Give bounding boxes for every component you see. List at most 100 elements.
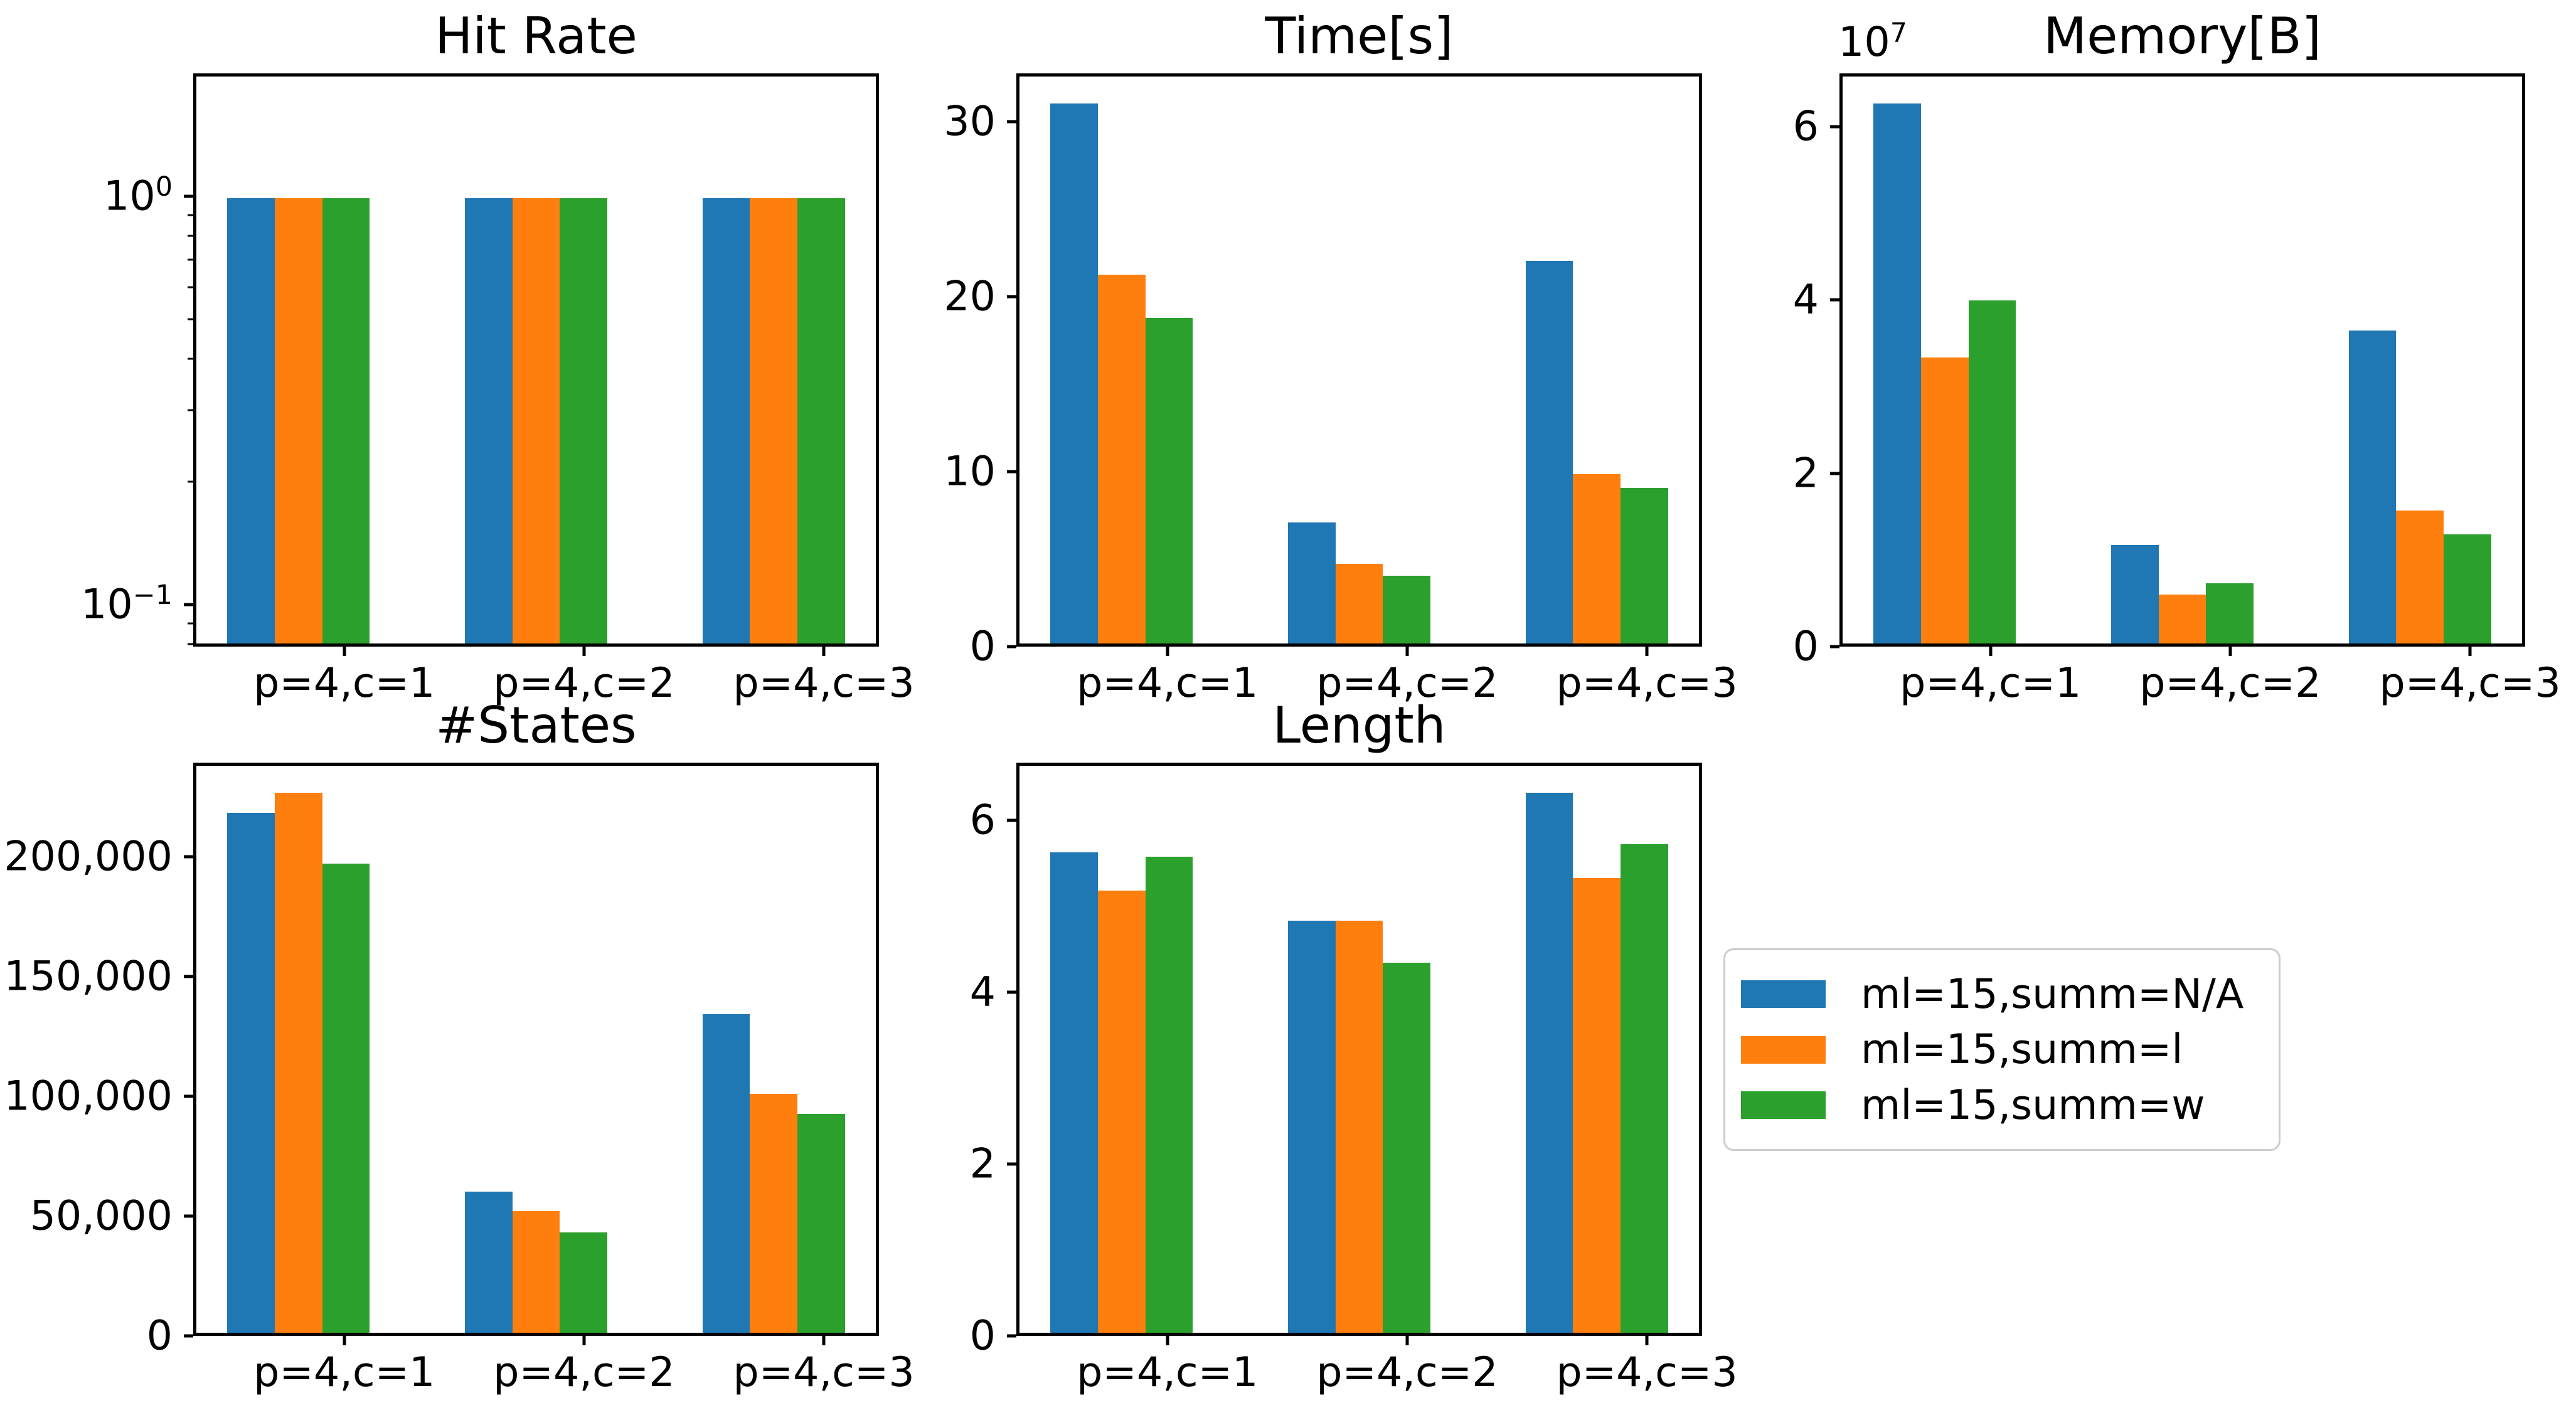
y-tick-label: 20: [944, 273, 996, 320]
x-tick-label: p=4,c=3: [733, 660, 915, 707]
chart-title-length: Length: [1272, 696, 1446, 754]
y-tick-label: 30: [944, 98, 996, 146]
bar-length-orange: [1573, 877, 1621, 1333]
bar-states-blue: [227, 813, 275, 1333]
legend-label: ml=15,summ=w: [1861, 1081, 2205, 1129]
y-tick: [184, 855, 193, 859]
axes-length: [1016, 763, 1702, 1336]
y-tick: [184, 603, 193, 606]
bar-memory-orange: [2396, 511, 2444, 643]
bar-states-green: [322, 864, 370, 1333]
x-tick: [343, 647, 346, 656]
y-tick-label: 0: [969, 1312, 996, 1360]
bar-time-green: [1621, 487, 1668, 643]
subplot-memory: Memory[B] 107 0 2 4 6 p=4,c=1 p=4,c=2 p=4,c=3: [1793, 11, 2561, 707]
subplot-time: Time[s] 0 10 20 30 p=4,c=1 p=4,c=2 p=4,c=3: [944, 11, 1737, 707]
y-tick-label: 4: [969, 968, 996, 1016]
bar-hit-rate-orange: [750, 198, 798, 643]
bar-time-orange: [1573, 474, 1621, 643]
y-minor-tick: [188, 643, 193, 645]
bar-memory-orange: [2158, 595, 2206, 643]
x-tick: [1989, 647, 1993, 656]
y-tick-label: 0: [969, 623, 996, 670]
y-minor-tick: [188, 622, 193, 625]
y-tick-label: 4: [1792, 276, 1819, 324]
y-tick: [184, 975, 193, 978]
y-tick-label: 0: [1792, 623, 1819, 670]
y-tick-label: 6: [1792, 103, 1819, 151]
y-tick: [184, 1094, 193, 1098]
x-tick-label: p=4,c=3: [2379, 660, 2561, 707]
bar-states-blue: [464, 1192, 513, 1333]
legend-swatch-blue: [1741, 980, 1826, 1008]
bar-length-green: [1621, 844, 1668, 1333]
y-tick-label: 0: [146, 1312, 173, 1360]
x-tick-label: p=4,c=1: [253, 1349, 435, 1396]
chart-title-time: Time[s]: [1265, 7, 1454, 65]
bar-hit-rate-blue: [227, 198, 275, 643]
chart-title-memory: Memory[B]: [2043, 7, 2321, 65]
chart-title-states: #States: [435, 696, 637, 754]
x-tick: [822, 647, 826, 656]
x-tick: [2228, 647, 2232, 656]
bar-states-orange: [274, 793, 322, 1333]
y-tick: [1007, 470, 1016, 474]
legend-swatch-orange: [1741, 1035, 1826, 1064]
x-tick: [1405, 1336, 1409, 1345]
axes-time: [1016, 73, 1702, 647]
y-minor-tick: [188, 318, 193, 320]
bar-memory-blue: [2110, 544, 2159, 643]
y-tick-label: 6: [969, 797, 996, 844]
x-tick-label: p=4,c=1: [1900, 660, 2082, 707]
y-tick-label: 2: [1792, 450, 1819, 497]
y-tick: [1830, 298, 1839, 302]
x-tick: [1645, 647, 1649, 656]
bar-memory-orange: [1920, 357, 1969, 643]
y-tick: [1007, 1334, 1016, 1338]
legend-item: ml=15,summ=l: [1741, 1029, 2260, 1070]
y-minor-tick: [188, 258, 193, 261]
bar-memory-green: [1968, 300, 2016, 643]
x-tick: [2468, 647, 2472, 656]
y-minor-tick: [188, 357, 193, 360]
bar-length-orange: [1335, 920, 1383, 1333]
y-tick: [1007, 645, 1016, 649]
axis-scale-offset-label: 107: [1838, 17, 1908, 66]
x-tick: [1166, 1336, 1169, 1345]
x-tick-label: p=4,c=2: [1316, 1349, 1498, 1396]
legend-label: ml=15,summ=l: [1861, 1026, 2183, 1073]
x-tick-label: p=4,c=3: [733, 1349, 915, 1396]
x-tick: [1405, 647, 1409, 656]
y-tick-label: 150,000: [4, 953, 173, 1000]
y-tick: [1007, 295, 1016, 299]
subplot-hit-rate: Hit Rate 100 10−1 p=4,c=1 p=4,c=2 p=4,c=3: [81, 11, 915, 707]
axes-states: [193, 763, 879, 1336]
x-tick-label: p=4,c=3: [1556, 1349, 1738, 1396]
bar-states-orange: [750, 1093, 798, 1333]
y-tick: [1007, 818, 1016, 822]
bar-time-green: [1383, 576, 1431, 643]
bar-time-orange: [1097, 275, 1146, 643]
legend-item: ml=15,summ=w: [1741, 1085, 2260, 1126]
bar-states-blue: [702, 1014, 750, 1333]
x-tick-label: p=4,c=1: [1077, 660, 1259, 707]
bar-hit-rate-blue: [702, 198, 750, 643]
x-tick-label: p=4,c=2: [1316, 660, 1498, 707]
bar-length-blue: [1287, 920, 1336, 1333]
bar-time-blue: [1050, 103, 1098, 643]
y-tick: [1830, 472, 1839, 475]
x-tick: [582, 647, 586, 656]
bar-length-blue: [1050, 852, 1098, 1333]
exponent: −1: [132, 580, 173, 611]
x-tick-label: p=4,c=2: [493, 660, 675, 707]
y-tick-label: 50,000: [29, 1192, 173, 1240]
y-tick-label: 2: [969, 1140, 996, 1188]
y-minor-tick: [188, 480, 193, 483]
x-tick: [1645, 1336, 1649, 1345]
bar-time-blue: [1287, 522, 1336, 643]
bar-length-green: [1383, 963, 1431, 1333]
bar-hit-rate-orange: [512, 198, 560, 643]
x-tick: [1166, 647, 1169, 656]
bar-hit-rate-green: [797, 198, 845, 643]
